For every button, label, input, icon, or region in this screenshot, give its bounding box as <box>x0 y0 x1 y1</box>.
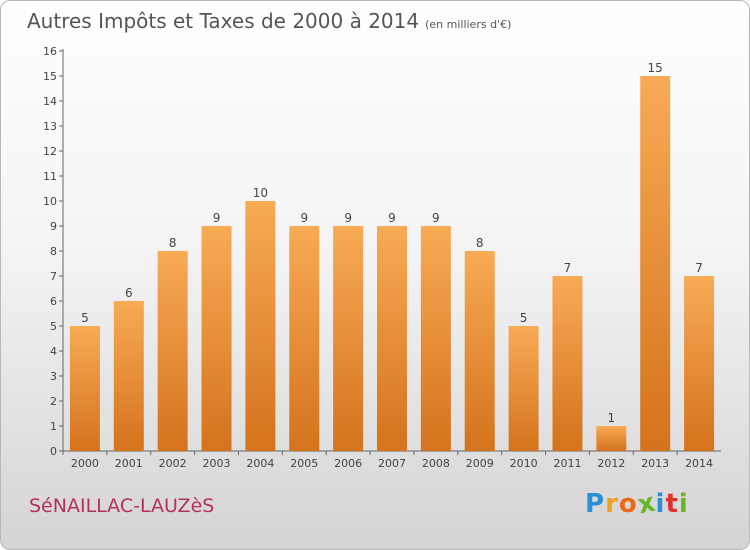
y-tick-label: 0 <box>50 445 57 458</box>
y-tick-label: 13 <box>43 120 57 133</box>
proxiti-logo: Proxiti <box>585 487 689 520</box>
x-tick-label: 2014 <box>685 457 713 470</box>
x-tick-label: 2013 <box>641 457 669 470</box>
data-label: 9 <box>388 211 396 225</box>
data-label: 7 <box>695 261 703 275</box>
bar <box>552 276 583 451</box>
data-label: 15 <box>648 61 663 75</box>
y-tick-label: 7 <box>50 270 57 283</box>
x-tick-label: 2012 <box>597 457 625 470</box>
bar <box>69 326 100 451</box>
x-tick-label: 2011 <box>553 457 581 470</box>
data-label: 7 <box>564 261 572 275</box>
bar <box>684 276 715 451</box>
y-tick-label: 12 <box>43 145 57 158</box>
logo-letter: o <box>618 489 638 519</box>
bar <box>157 251 188 451</box>
x-tick-label: 2001 <box>115 457 143 470</box>
bar <box>113 301 144 451</box>
logo-letter: r <box>605 489 619 519</box>
y-tick-label: 9 <box>50 220 57 233</box>
y-tick-label: 5 <box>50 320 57 333</box>
data-label: 8 <box>169 236 177 250</box>
data-label: 9 <box>300 211 308 225</box>
x-tick-label: 2008 <box>422 457 450 470</box>
chart-title: Autres Impôts et Taxes de 2000 à 2014 (en… <box>27 9 511 33</box>
y-tick-label: 1 <box>50 420 57 433</box>
x-tick-label: 2000 <box>71 457 99 470</box>
data-label: 10 <box>253 186 268 200</box>
bar <box>420 226 451 451</box>
data-label: 5 <box>520 311 528 325</box>
y-tick-label: 8 <box>50 245 57 258</box>
y-tick-label: 11 <box>43 170 57 183</box>
y-tick-label: 16 <box>43 45 57 58</box>
data-label: 1 <box>608 411 616 425</box>
bar <box>377 226 407 451</box>
x-tick-label: 2002 <box>159 457 187 470</box>
logo-letter: P <box>585 489 606 519</box>
bar <box>245 201 276 451</box>
x-tick-label: 2006 <box>334 457 362 470</box>
chart-unit: (en milliers d'€) <box>425 18 512 31</box>
bar <box>640 76 671 451</box>
bar <box>596 426 627 451</box>
x-tick-label: 2007 <box>378 457 406 470</box>
y-tick-label: 6 <box>50 295 57 308</box>
data-label: 8 <box>476 236 484 250</box>
bar <box>201 226 232 451</box>
y-tick-label: 14 <box>43 95 57 108</box>
x-tick-label: 2005 <box>290 457 318 470</box>
logo-letter: t <box>665 489 679 519</box>
data-label: 9 <box>344 211 352 225</box>
place-name: SéNAILLAC-LAUZèS <box>29 495 215 517</box>
y-tick-label: 4 <box>50 345 57 358</box>
x-tick-label: 2009 <box>466 457 494 470</box>
logo-letter: i <box>655 489 666 519</box>
y-tick-label: 2 <box>50 395 57 408</box>
bar <box>333 226 364 451</box>
data-label: 6 <box>125 286 133 300</box>
chart-title-text: Autres Impôts et Taxes de 2000 à 2014 <box>27 9 420 33</box>
data-label: 9 <box>213 211 221 225</box>
y-tick-label: 15 <box>43 70 57 83</box>
x-tick-label: 2004 <box>246 457 274 470</box>
x-tick-label: 2003 <box>203 457 231 470</box>
bar <box>508 326 539 451</box>
data-label: 5 <box>81 311 89 325</box>
bar <box>289 226 320 451</box>
x-tick-label: 2010 <box>510 457 538 470</box>
y-tick-label: 10 <box>43 195 57 208</box>
logo-letter: i <box>678 489 689 519</box>
y-tick-label: 3 <box>50 370 57 383</box>
data-label: 9 <box>432 211 440 225</box>
bar <box>464 251 495 451</box>
